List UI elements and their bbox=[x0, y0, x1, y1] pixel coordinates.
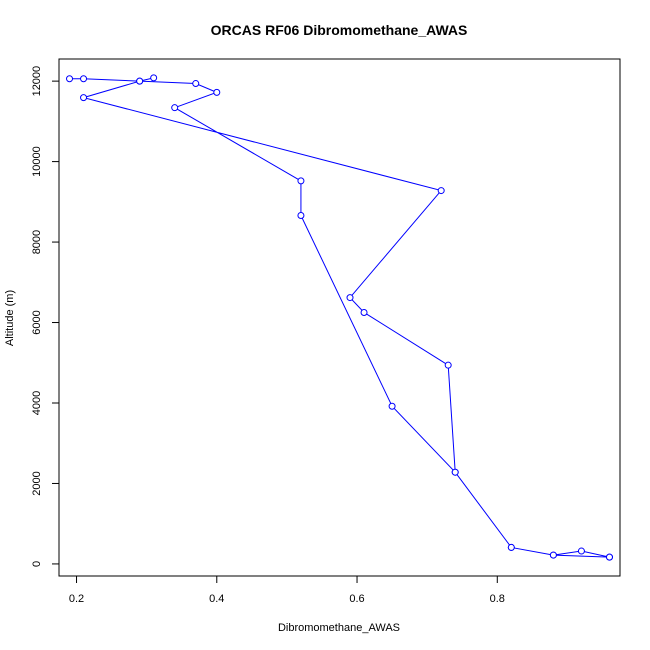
y-tick-label: 2000 bbox=[31, 471, 43, 495]
data-point bbox=[507, 543, 515, 551]
data-point bbox=[297, 212, 305, 220]
x-axis-label: Dibromomethane_AWAS bbox=[278, 622, 400, 634]
x-tick-label: 0.6 bbox=[349, 593, 364, 605]
y-axis-label: Altitude (m) bbox=[4, 290, 16, 346]
data-point bbox=[451, 468, 459, 476]
data-point bbox=[171, 104, 179, 112]
x-tick-label: 0.2 bbox=[69, 593, 84, 605]
data-point bbox=[297, 177, 305, 185]
data-point bbox=[150, 74, 158, 82]
data-point bbox=[346, 294, 354, 302]
data-point bbox=[66, 75, 74, 83]
y-tick-label: 6000 bbox=[31, 310, 43, 334]
series-line-segment bbox=[69, 77, 154, 82]
chart-title: ORCAS RF06 Dibromomethane_AWAS bbox=[211, 22, 468, 38]
plot-area-frame bbox=[58, 58, 621, 577]
data-point bbox=[549, 551, 557, 559]
data-point bbox=[444, 361, 452, 369]
data-point bbox=[213, 88, 221, 96]
data-point bbox=[360, 308, 368, 316]
y-tick-label: 12000 bbox=[31, 66, 43, 97]
y-tick-label: 0 bbox=[31, 561, 43, 567]
y-tick-label: 4000 bbox=[31, 391, 43, 415]
data-point bbox=[605, 553, 613, 561]
y-tick-label: 10000 bbox=[31, 146, 43, 177]
series-line bbox=[81, 80, 610, 558]
x-tick-label: 0.4 bbox=[209, 593, 224, 605]
x-axis: 0.2 0.4 0.6 0.8 bbox=[69, 575, 505, 605]
y-tick-label: 8000 bbox=[31, 230, 43, 254]
y-axis: 0 2000 4000 6000 8000 10000 12000 bbox=[31, 66, 60, 567]
x-tick-label: 0.8 bbox=[490, 593, 505, 605]
series-layer bbox=[66, 74, 613, 561]
data-point bbox=[388, 402, 396, 410]
data-point bbox=[437, 187, 445, 195]
data-point bbox=[80, 75, 88, 83]
data-point bbox=[192, 80, 200, 88]
data-point bbox=[80, 94, 88, 102]
data-point bbox=[577, 547, 585, 555]
data-point bbox=[136, 77, 144, 85]
